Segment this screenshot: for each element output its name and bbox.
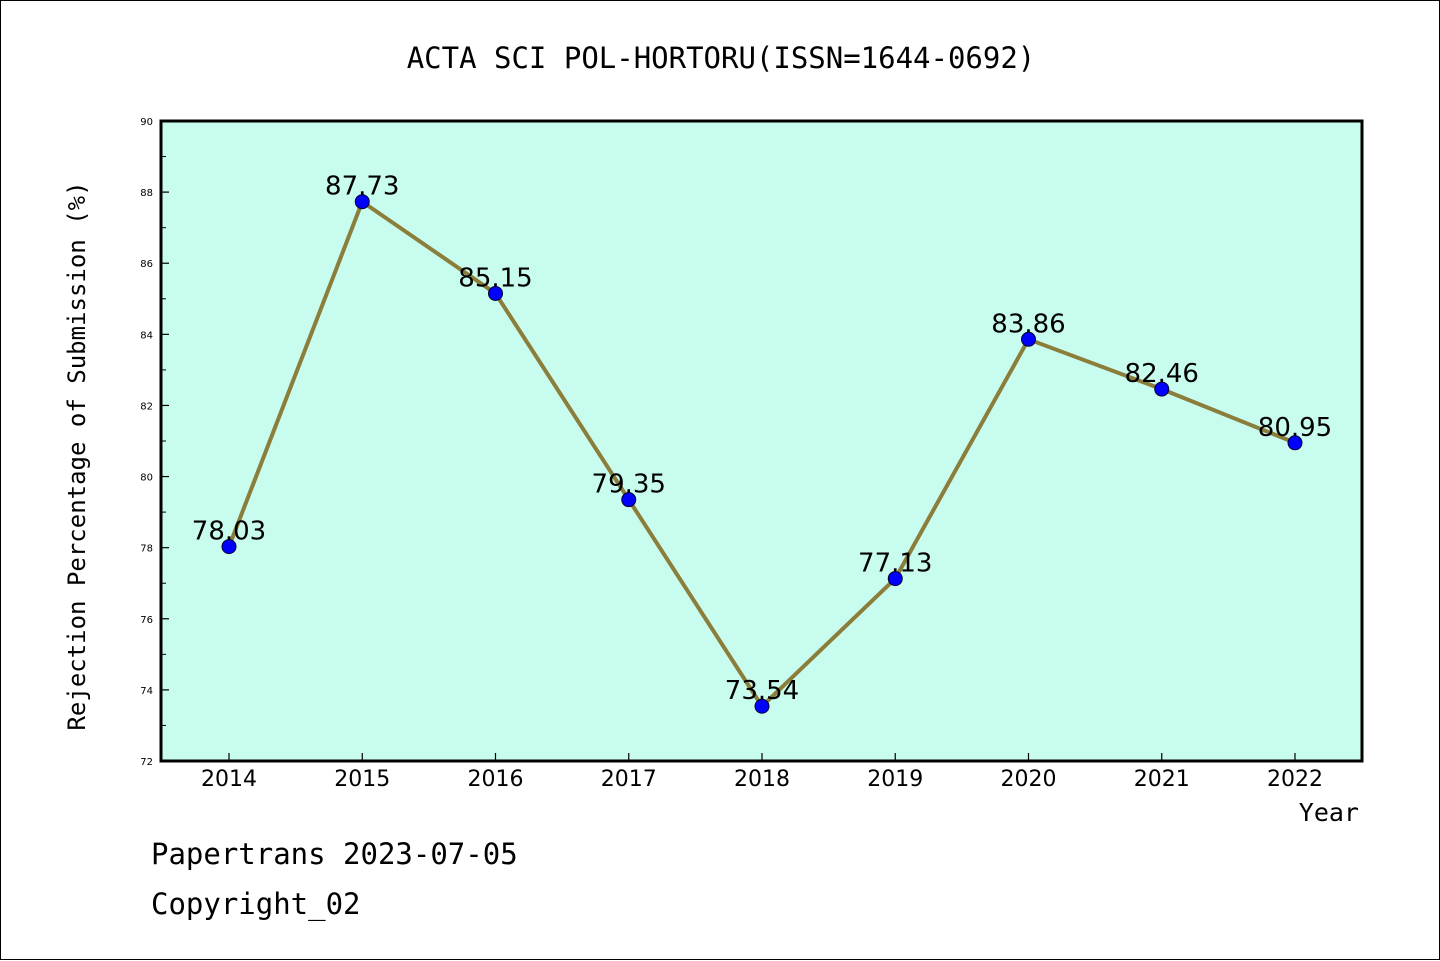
y-tick-label: 76 xyxy=(140,615,153,626)
x-tick-label: 2015 xyxy=(334,767,390,792)
x-tick-label: 2020 xyxy=(1001,767,1057,792)
x-tick-label: 2021 xyxy=(1134,767,1190,792)
data-point xyxy=(1021,331,1036,347)
data-label: 85.15 xyxy=(458,263,532,293)
y-tick-label: 86 xyxy=(140,259,153,270)
data-point xyxy=(1154,381,1170,397)
footer-copyright-line: Copyright_02 xyxy=(151,887,361,921)
x-tick-label: 2022 xyxy=(1267,767,1323,792)
y-axis-title: Rejection Percentage of Submission (%) xyxy=(63,181,91,730)
x-tick-label: 2019 xyxy=(867,767,923,792)
plot-area xyxy=(159,119,1364,763)
y-axis: 72 74 76 78 80 82 84 86 88 90 xyxy=(140,117,169,768)
chart-title: ACTA SCI POL-HORTORU(ISSN=1644-0692) xyxy=(407,41,1036,75)
data-label: 73.54 xyxy=(725,676,799,706)
x-tick-label: 2016 xyxy=(468,767,524,792)
data-labels: 78.03 87.73 85.15 79.35 73.54 77.13 83.86 82.46… xyxy=(192,172,1332,707)
data-point xyxy=(354,194,370,210)
data-label: 87.73 xyxy=(325,172,399,202)
x-tick-label: 2014 xyxy=(201,767,257,792)
data-label: 79.35 xyxy=(592,470,666,500)
data-series xyxy=(221,194,1303,714)
data-point xyxy=(488,285,503,301)
data-label: 77.13 xyxy=(858,549,932,579)
footer-date-line: Papertrans 2023-07-05 xyxy=(151,837,518,871)
data-point xyxy=(621,492,637,508)
data-point xyxy=(1287,435,1303,451)
y-tick-label: 88 xyxy=(140,188,153,199)
y-tick-label: 72 xyxy=(140,757,153,768)
y-tick-label: 80 xyxy=(140,473,153,484)
data-label: 78.03 xyxy=(192,517,266,547)
x-axis-title: Year xyxy=(1299,798,1359,827)
data-label: 83.86 xyxy=(991,309,1065,339)
data-point xyxy=(754,698,770,714)
x-axis: 2014 2015 2016 2017 2018 2019 2020 2021 2022 xyxy=(201,753,1323,792)
y-tick-label: 84 xyxy=(140,330,153,341)
data-point xyxy=(887,571,903,587)
data-label: 82.46 xyxy=(1125,359,1199,389)
y-tick-label: 82 xyxy=(140,401,153,412)
y-tick-label: 90 xyxy=(140,117,153,128)
data-label: 80.95 xyxy=(1258,413,1332,443)
y-tick-label: 78 xyxy=(140,544,153,555)
y-tick-label: 74 xyxy=(140,686,153,697)
data-point xyxy=(221,539,237,555)
x-tick-label: 2017 xyxy=(601,767,657,792)
x-tick-label: 2018 xyxy=(734,767,790,792)
